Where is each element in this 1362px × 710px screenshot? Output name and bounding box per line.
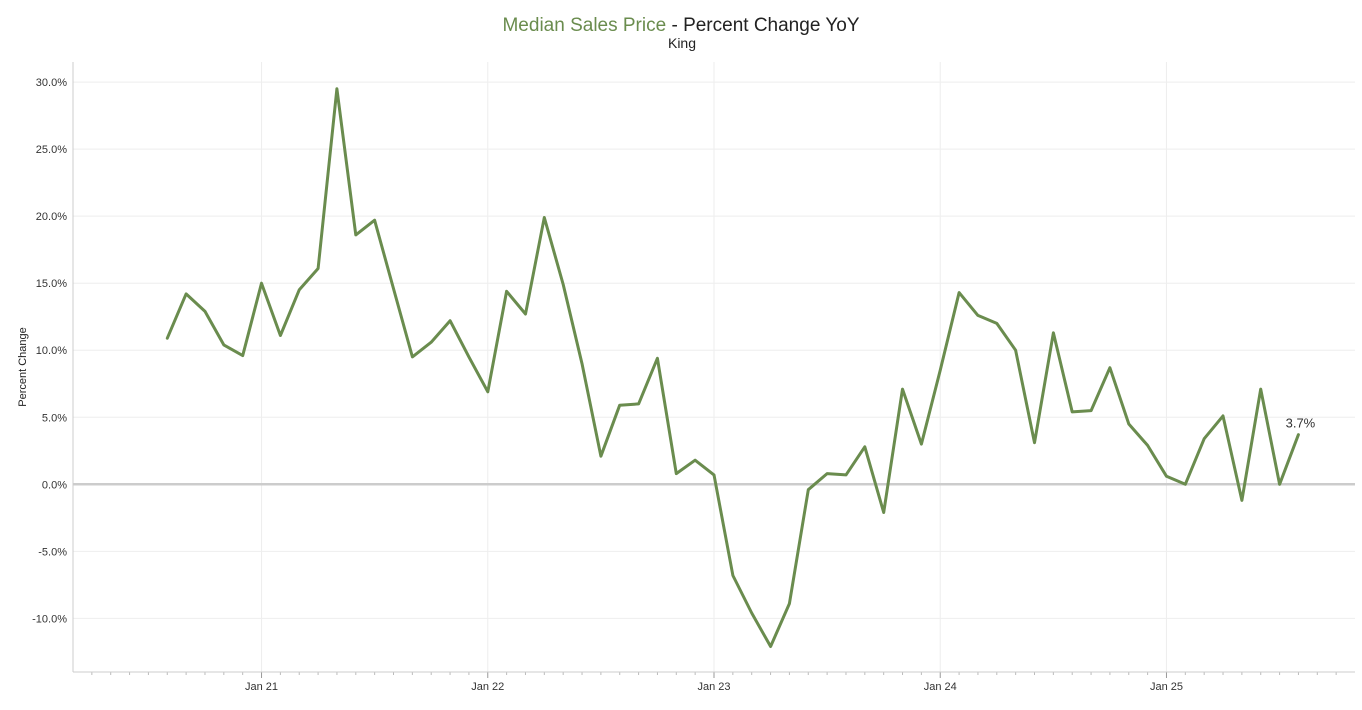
series-point xyxy=(354,233,358,237)
series-point xyxy=(957,291,961,295)
series-point xyxy=(203,309,207,313)
series-point xyxy=(1240,498,1244,502)
chart-subtitle: King xyxy=(668,35,696,51)
series-point xyxy=(863,445,867,449)
series-layer: 3.7% xyxy=(165,87,1316,649)
series-point xyxy=(524,312,528,316)
series-point xyxy=(467,355,471,359)
series-point xyxy=(919,442,923,446)
y-tick-label: -5.0% xyxy=(38,546,67,558)
series-point xyxy=(655,356,659,360)
series-point xyxy=(278,334,282,338)
y-tick-label: 25.0% xyxy=(36,144,67,156)
series-point xyxy=(561,283,565,287)
chart-title-metric: Median Sales Price xyxy=(502,15,666,36)
axis-layer: 30.0% 25.0% 20.0% 15.0% 10.0% 5.0% 0.0% -5.0% -1… xyxy=(32,62,1355,693)
y-tick-label: 30.0% xyxy=(36,77,67,89)
x-tick-label: Jan 25 xyxy=(1150,681,1183,693)
series-point xyxy=(693,458,697,462)
series-point xyxy=(184,292,188,296)
series-point xyxy=(1202,437,1206,441)
y-tick-label: 10.0% xyxy=(36,345,67,357)
series-point xyxy=(448,319,452,323)
series-point xyxy=(1051,331,1055,335)
end-value-label: 3.7% xyxy=(1286,416,1316,431)
series-point xyxy=(938,368,942,372)
grid-layer xyxy=(73,62,1355,672)
series-point xyxy=(542,216,546,220)
series-point xyxy=(599,454,603,458)
series-line xyxy=(165,87,1300,648)
series-point xyxy=(995,321,999,325)
series-point xyxy=(976,313,980,317)
series-point xyxy=(260,281,264,285)
series-point xyxy=(618,403,622,407)
series-point xyxy=(486,390,490,394)
series-point xyxy=(241,354,245,358)
x-tick-label: Jan 23 xyxy=(697,681,730,693)
series-point xyxy=(1070,410,1074,414)
series-point xyxy=(1108,366,1112,370)
chart-title: Median Sales Price - Percent Change YoY xyxy=(502,15,859,36)
series-point xyxy=(750,611,754,615)
x-tick-label: Jan 24 xyxy=(924,681,957,693)
series-point xyxy=(222,343,226,347)
series-point xyxy=(505,289,509,293)
series-point xyxy=(1221,414,1225,418)
series-point xyxy=(1033,441,1037,445)
series-point xyxy=(844,473,848,477)
series-point xyxy=(637,402,641,406)
x-tick-label: Jan 22 xyxy=(471,681,504,693)
y-tick-label: 20.0% xyxy=(36,211,67,223)
series-point xyxy=(806,488,810,492)
series-point xyxy=(580,362,584,366)
series-point xyxy=(1278,482,1282,486)
x-tick-label: Jan 21 xyxy=(245,681,278,693)
series-point xyxy=(1014,348,1018,352)
series-point xyxy=(1183,482,1187,486)
series-point xyxy=(1296,433,1300,437)
series-point xyxy=(1146,443,1150,447)
series-point xyxy=(316,267,320,271)
series-point xyxy=(410,355,414,359)
series-point xyxy=(335,87,339,91)
y-axis-title: Percent Change xyxy=(17,327,29,407)
series-point xyxy=(1127,422,1131,426)
y-tick-label: -10.0% xyxy=(32,613,67,625)
series-point xyxy=(1165,474,1169,478)
y-tick-label: 5.0% xyxy=(42,412,67,424)
y-tick-label: 15.0% xyxy=(36,278,67,290)
series-point xyxy=(712,473,716,477)
series-point xyxy=(825,472,829,476)
series-point xyxy=(787,602,791,606)
series-point xyxy=(429,340,433,344)
series-point xyxy=(731,574,735,578)
chart-title-rest: - Percent Change YoY xyxy=(666,15,860,36)
series-point xyxy=(901,387,905,391)
series-point xyxy=(165,336,169,340)
series-point xyxy=(392,287,396,291)
series-point xyxy=(1089,409,1093,413)
series-point xyxy=(373,218,377,222)
series-point xyxy=(1259,387,1263,391)
series-point xyxy=(769,645,773,649)
series-point xyxy=(882,511,886,515)
series-point xyxy=(297,288,301,292)
y-tick-label: 0.0% xyxy=(42,479,67,491)
series-point xyxy=(674,472,678,476)
